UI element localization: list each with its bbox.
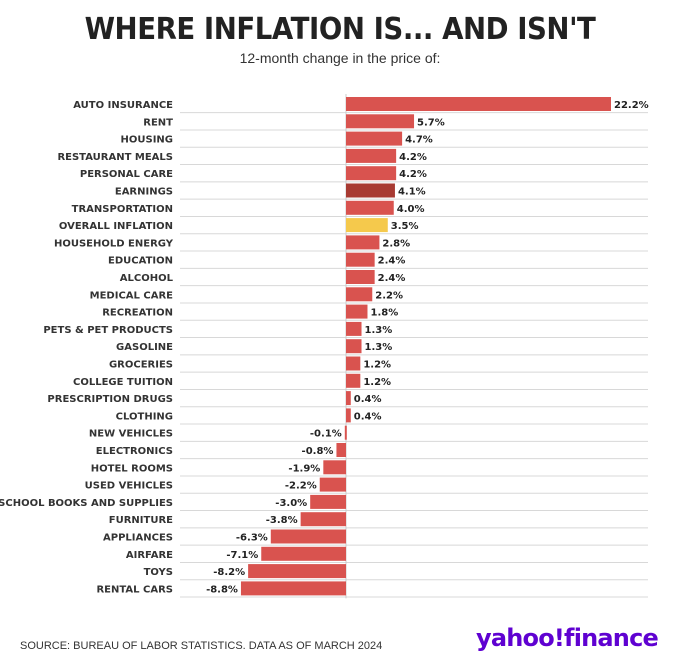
value-label-household-energy: 2.8% <box>382 238 410 249</box>
value-label-used-vehicles: -2.2% <box>285 481 317 492</box>
value-label-recreation: 1.8% <box>370 308 398 319</box>
bar-college-tuition <box>346 373 361 388</box>
category-label-transportation: TRANSPORTATION <box>72 204 173 215</box>
bar-furniture <box>300 512 346 527</box>
value-label-new-vehicles: -0.1% <box>310 429 342 440</box>
bar-medical-care <box>346 287 373 302</box>
category-label-used-vehicles: USED VEHICLES <box>85 481 173 492</box>
bar-used-vehicles <box>319 477 346 492</box>
chart-subtitle: 12-month change in the price of: <box>239 50 441 66</box>
category-label-restaurant-meals: RESTAURANT MEALS <box>57 152 173 163</box>
value-label-auto-insurance: 22.2% <box>614 100 649 111</box>
bars <box>240 97 611 596</box>
bar-alcohol <box>346 270 375 284</box>
bar-gasoline <box>346 339 362 354</box>
brand-logo: yahoo!finance <box>476 624 659 652</box>
value-label-prescription-drugs: 0.4% <box>354 394 382 405</box>
bar-recreation <box>346 304 368 319</box>
bar-electronics <box>336 443 346 457</box>
category-label-education: EDUCATION <box>108 256 173 267</box>
category-label-furniture: FURNITURE <box>109 515 173 526</box>
value-label-gasoline: 1.3% <box>365 342 393 353</box>
value-label-personal-care: 4.2% <box>399 169 427 180</box>
category-label-school-books-and-supplies: SCHOOL BOOKS AND SUPPLIES <box>0 498 173 509</box>
bar-earnings <box>346 183 395 198</box>
value-label-rent: 5.7% <box>417 117 445 128</box>
value-label-overall-inflation: 3.5% <box>391 221 419 232</box>
category-label-new-vehicles: NEW VEHICLES <box>89 429 173 440</box>
bar-household-energy <box>346 235 380 250</box>
bar-restaurant-meals <box>346 148 397 163</box>
category-label-earnings: EARNINGS <box>115 187 173 198</box>
bar-prescription-drugs <box>346 391 351 406</box>
value-label-furniture: -3.8% <box>266 515 298 526</box>
bar-personal-care <box>346 166 397 181</box>
value-label-alcohol: 2.4% <box>378 273 406 284</box>
bar-education <box>346 252 375 267</box>
value-label-transportation: 4.0% <box>397 204 425 215</box>
bar-appliances <box>270 529 346 544</box>
bar-groceries <box>346 356 361 371</box>
value-label-groceries: 1.2% <box>363 360 391 371</box>
bar-rental-cars <box>240 581 346 596</box>
category-label-overall-inflation: OVERALL INFLATION <box>59 221 173 232</box>
bar-school-books-and-supplies <box>310 494 346 509</box>
bar-pets-and-pet-products <box>346 321 362 336</box>
value-label-appliances: -6.3% <box>236 533 268 544</box>
chart-title: WHERE INFLATION IS... AND ISN'T <box>84 12 596 47</box>
value-label-airfare: -7.1% <box>226 550 258 561</box>
category-label-household-energy: HOUSEHOLD ENERGY <box>54 238 174 249</box>
category-label-alcohol: ALCOHOL <box>120 273 174 284</box>
value-label-toys: -8.2% <box>213 567 245 578</box>
value-labels: 22.2% 5.7% 4.7% 4.2% 4.2% 4.1% 4.0% 3.5% 2.8% 2.4… <box>206 100 649 595</box>
category-label-pets-and-pet-products: PETS & PET PRODUCTS <box>43 325 173 336</box>
category-label-toys: TOYS <box>144 567 173 578</box>
bar-airfare <box>261 546 346 561</box>
grid-lines <box>180 94 648 599</box>
bar-transportation <box>346 200 394 215</box>
category-label-appliances: APPLIANCES <box>103 533 173 544</box>
category-label-housing: HOUSING <box>121 135 174 146</box>
category-label-rental-cars: RENTAL CARS <box>96 584 173 595</box>
value-label-school-books-and-supplies: -3.0% <box>275 498 307 509</box>
bar-hotel-rooms <box>323 460 346 475</box>
category-label-auto-insurance: AUTO INSURANCE <box>73 100 173 111</box>
value-label-rental-cars: -8.8% <box>206 584 238 595</box>
value-label-college-tuition: 1.2% <box>363 377 391 388</box>
category-label-airfare: AIRFARE <box>126 550 173 561</box>
category-label-college-tuition: COLLEGE TUITION <box>73 377 173 388</box>
value-label-restaurant-meals: 4.2% <box>399 152 427 163</box>
value-label-clothing: 0.4% <box>354 411 382 422</box>
category-label-medical-care: MEDICAL CARE <box>90 290 174 301</box>
value-label-hotel-rooms: -1.9% <box>288 463 320 474</box>
category-label-clothing: CLOTHING <box>116 411 173 422</box>
value-label-pets-and-pet-products: 1.3% <box>365 325 393 336</box>
value-label-earnings: 4.1% <box>398 187 426 198</box>
category-label-prescription-drugs: PRESCRIPTION DRUGS <box>47 394 173 405</box>
category-label-hotel-rooms: HOTEL ROOMS <box>91 463 173 474</box>
bar-rent <box>346 114 415 129</box>
bar-overall-inflation <box>346 218 388 233</box>
bar-housing <box>346 131 403 146</box>
category-label-rent: RENT <box>143 117 173 128</box>
value-label-education: 2.4% <box>378 256 406 267</box>
category-label-recreation: RECREATION <box>102 308 173 319</box>
category-label-groceries: GROCERIES <box>109 360 173 371</box>
value-label-housing: 4.7% <box>405 135 433 146</box>
category-label-gasoline: GASOLINE <box>116 342 173 353</box>
bar-new-vehicles <box>344 425 347 440</box>
bar-toys <box>248 564 346 579</box>
value-label-electronics: -0.8% <box>302 446 334 457</box>
category-labels: AUTO INSURANCE RENT HOUSING RESTAURANT MEAL… <box>0 100 174 595</box>
category-label-electronics: ELECTRONICS <box>96 446 173 457</box>
category-label-personal-care: PERSONAL CARE <box>80 169 173 180</box>
source-note: SOURCE: BUREAU OF LABOR STATISTICS. DATA… <box>20 640 383 652</box>
value-label-medical-care: 2.2% <box>375 290 403 301</box>
bar-auto-insurance <box>346 97 611 111</box>
bar-clothing <box>346 408 351 423</box>
